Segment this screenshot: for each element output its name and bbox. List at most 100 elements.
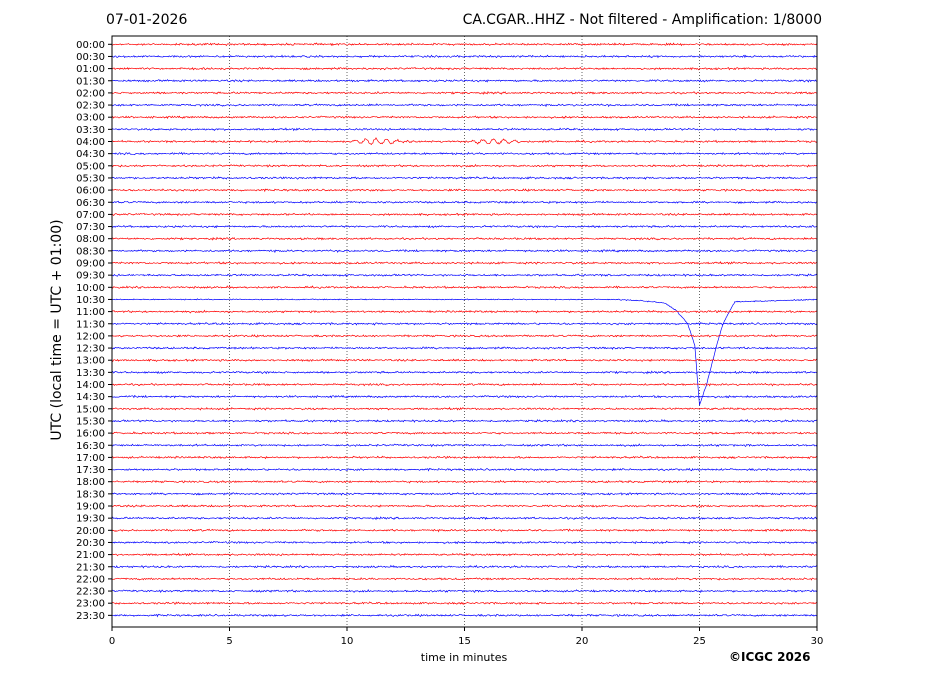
- y-tick-label: 14:00: [76, 380, 105, 391]
- trace-0430: [111, 151, 818, 156]
- y-tick-label: 02:30: [76, 101, 105, 112]
- trace-1300: [111, 358, 818, 362]
- trace-1130: [111, 321, 818, 326]
- y-tick-label: 05:00: [76, 161, 105, 172]
- trace-0930: [111, 273, 818, 278]
- trace-1830: [111, 492, 818, 496]
- y-tick-label: 23:00: [76, 599, 105, 610]
- station-title: CA.CGAR..HHZ - Not filtered - Amplificat…: [462, 12, 822, 28]
- y-tick-label: 07:00: [76, 210, 105, 221]
- x-axis-label: time in minutes: [420, 651, 508, 664]
- trace-1900: [111, 504, 818, 508]
- trace-0900: [111, 260, 818, 265]
- y-tick-label: 18:30: [76, 489, 105, 500]
- y-tick-label: 19:30: [76, 514, 105, 525]
- trace-0230: [111, 103, 818, 108]
- trace-2130: [111, 564, 818, 569]
- trace-1600: [111, 431, 818, 435]
- y-tick-label: 10:30: [76, 295, 105, 306]
- trace-0800: [111, 236, 817, 241]
- y-tick-label: 22:00: [76, 574, 105, 585]
- trace-0000: [111, 42, 818, 47]
- trace-1100: [111, 309, 818, 314]
- y-tick-label: 12:00: [76, 331, 105, 342]
- x-tick-label: 30: [811, 636, 824, 647]
- trace-2330: [111, 613, 818, 618]
- y-tick-label: 01:30: [76, 76, 105, 87]
- y-tick-label: 17:30: [76, 465, 105, 476]
- y-axis-label: UTC (local time = UTC + 01:00): [49, 219, 65, 441]
- y-tick-label: 20:30: [76, 538, 105, 549]
- trace-0530: [111, 176, 818, 180]
- y-tick-label: 11:30: [76, 319, 105, 330]
- y-tick-label: 23:30: [76, 611, 105, 622]
- trace-0330: [111, 127, 818, 132]
- trace-1730: [111, 467, 818, 472]
- date-label: 07-01-2026: [106, 12, 188, 28]
- y-tick-label: 22:30: [76, 587, 105, 598]
- trace-1200: [111, 334, 818, 338]
- y-tick-label: 00:30: [76, 52, 105, 63]
- copyright-label: ©ICGC 2026: [729, 650, 811, 664]
- trace-1000: [111, 285, 818, 290]
- trace-0130: [111, 78, 817, 83]
- y-tick-label: 09:30: [76, 271, 105, 282]
- trace-2100: [112, 552, 818, 557]
- y-tick-label: 02:00: [76, 88, 105, 99]
- y-tick-label: 18:00: [76, 477, 105, 488]
- y-tick-label: 09:00: [76, 259, 105, 270]
- y-tick-label: 08:00: [76, 234, 105, 245]
- y-tick-label: 17:00: [76, 453, 105, 464]
- y-tick-label: 13:00: [76, 356, 105, 367]
- y-tick-label: 00:00: [76, 40, 105, 51]
- y-tick-label: 13:30: [76, 368, 105, 379]
- x-tick-label: 15: [458, 636, 471, 647]
- plot-frame: [111, 35, 818, 628]
- trace-1630: [111, 443, 818, 448]
- trace-0200: [111, 90, 818, 95]
- y-tick-label: 07:30: [76, 222, 105, 233]
- trace-1700: [111, 455, 818, 460]
- y-tick-label: 12:30: [76, 344, 105, 355]
- seismic-traces: [111, 42, 818, 618]
- x-tick-label: 5: [226, 636, 232, 647]
- trace-1230: [111, 346, 818, 350]
- trace-1030: [111, 298, 818, 406]
- y-tick-label: 01:00: [76, 64, 105, 75]
- y-tick-label: 08:30: [76, 246, 105, 257]
- y-tick-label: 11:00: [76, 307, 105, 318]
- trace-1930: [111, 516, 818, 521]
- y-tick-label: 16:00: [76, 429, 105, 440]
- trace-1530: [111, 418, 818, 423]
- x-tick-label: 25: [693, 636, 706, 647]
- y-tick-label: 15:00: [76, 404, 105, 415]
- trace-0700: [111, 212, 818, 217]
- y-tick-label: 19:00: [76, 502, 105, 513]
- trace-1400: [111, 382, 818, 387]
- trace-0400: [111, 137, 818, 146]
- trace-2000: [111, 528, 818, 533]
- y-tick-label: 21:00: [76, 550, 105, 561]
- trace-2230: [111, 589, 818, 594]
- trace-1800: [111, 479, 818, 484]
- y-tick-label: 04:30: [76, 149, 105, 160]
- trace-0500: [111, 163, 818, 168]
- y-tick-label: 04:00: [76, 137, 105, 148]
- y-tick-label: 16:30: [76, 441, 105, 452]
- trace-0600: [111, 188, 818, 193]
- trace-0830: [111, 248, 818, 254]
- x-tick-label: 0: [109, 636, 115, 647]
- y-tick-label: 15:30: [76, 416, 105, 427]
- y-tick-label: 14:30: [76, 392, 105, 403]
- trace-0730: [111, 224, 818, 229]
- x-tick-label: 20: [576, 636, 589, 647]
- grid-lines: [229, 36, 700, 627]
- trace-2030: [111, 540, 818, 545]
- y-tick-label: 20:00: [76, 526, 105, 537]
- trace-2300: [111, 601, 818, 606]
- x-axis-ticks: 0 5 10 15 20 25 30: [109, 627, 824, 647]
- y-tick-label: 06:00: [76, 186, 105, 197]
- y-tick-label: 05:30: [76, 173, 105, 184]
